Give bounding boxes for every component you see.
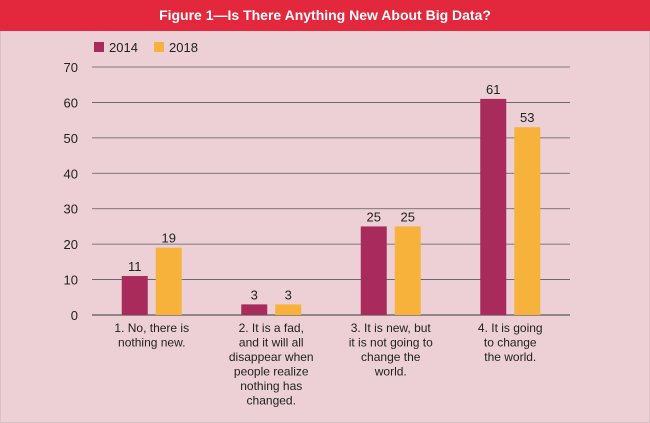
- legend-swatch-2014: [94, 42, 104, 52]
- bar-2018-cat2: [275, 304, 302, 315]
- legend-label-2018: 2018: [169, 40, 198, 55]
- data-label: 25: [401, 209, 415, 224]
- category-label-line: nothing new.: [118, 336, 185, 350]
- bar-2014-cat4: [480, 98, 507, 315]
- data-labels: 11 19 3 3 25 25 61 53: [128, 82, 534, 302]
- y-tick-label: 10: [64, 273, 78, 288]
- category-label-line: 4. It is going: [478, 321, 543, 335]
- category-label-line: to change: [484, 336, 537, 350]
- data-label: 19: [162, 231, 176, 246]
- y-axis-ticks: 0 10 20 30 40 50 60 70: [64, 60, 78, 323]
- category-label-line: change the: [361, 350, 421, 364]
- chart-title: Figure 1—Is There Anything New About Big…: [0, 0, 650, 31]
- category-label-line: disappear when: [229, 350, 314, 364]
- data-label: 11: [128, 259, 142, 274]
- bars: [121, 98, 541, 315]
- bar-2018-cat4: [514, 127, 541, 315]
- category-label-line: 1. No, there is: [114, 321, 189, 335]
- y-tick-label: 30: [64, 202, 78, 217]
- category-label-line: the world.: [484, 350, 536, 364]
- bar-2014-cat2: [241, 304, 268, 315]
- y-tick-label: 40: [64, 166, 78, 181]
- category-label-line: and it will all: [239, 336, 304, 350]
- y-tick-label: 70: [64, 60, 78, 75]
- category-label-line: changed.: [247, 394, 296, 408]
- y-tick-label: 20: [64, 237, 78, 252]
- data-label: 53: [520, 110, 534, 125]
- category-label-line: people realize: [234, 365, 309, 379]
- category-label-line: it is not going to: [349, 336, 433, 350]
- legend-label-2014: 2014: [109, 40, 138, 55]
- data-label: 3: [285, 287, 292, 302]
- category-label-line: world.: [374, 365, 407, 379]
- data-label: 3: [251, 287, 258, 302]
- legend: 2014 2018: [94, 40, 198, 55]
- data-label: 61: [486, 82, 500, 97]
- bar-2018-cat1: [155, 247, 182, 315]
- y-tick-label: 50: [64, 131, 78, 146]
- category-label-line: 3. It is new, but: [351, 321, 432, 335]
- data-label: 25: [367, 209, 381, 224]
- bar-2018-cat3: [394, 226, 421, 315]
- y-tick-label: 0: [71, 308, 78, 323]
- bar-2014-cat1: [121, 276, 148, 315]
- category-label-line: nothing has: [240, 379, 302, 393]
- bar-2014-cat3: [360, 226, 387, 315]
- category-label-line: 2. It is a fad,: [239, 321, 304, 335]
- y-tick-label: 60: [64, 95, 78, 110]
- legend-swatch-2018: [154, 42, 164, 52]
